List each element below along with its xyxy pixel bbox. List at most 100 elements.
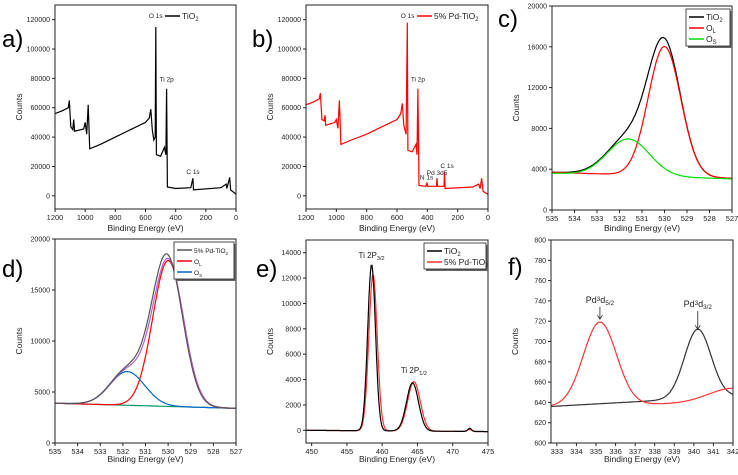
y-axis-label: Counts (14, 328, 24, 355)
y-tick-label: 15000 (31, 288, 51, 295)
x-tick-label: 400 (169, 213, 182, 222)
y-tick-label: 10000 (282, 301, 302, 308)
series-line-tio2 (55, 26, 236, 195)
peak-annotation: Ti 2p (160, 76, 175, 83)
peak-annotation: C 1s (186, 169, 200, 176)
x-axis-label: Binding Energy (eV) (604, 454, 680, 464)
x-tick-label: 200 (200, 213, 213, 222)
panel-a: a)1200 1000 800 600 400 200 002000040000600008… (2, 4, 238, 233)
peak-annotation: Pd3d3/2 (684, 299, 713, 311)
series-line-tio2 (306, 264, 488, 433)
text-segment: Pd (684, 299, 695, 309)
x-tick-label: 336 (609, 447, 622, 456)
y-tick-label: 0 (543, 208, 547, 215)
legend-label: OS (706, 34, 717, 46)
y-tick-label: 16000 (528, 44, 548, 51)
peak-annotation: C 1s (440, 163, 454, 170)
series-line-tio2 (552, 36, 732, 179)
panel-label: e) (256, 256, 277, 283)
legend-label: TiO2 (706, 12, 723, 24)
plot-frame (305, 239, 489, 444)
y-axis-label: Counts (510, 328, 520, 355)
y-tick-label: 4000 (531, 167, 547, 174)
text-segment: Ti 2p (160, 76, 175, 83)
text-segment: 2 (226, 251, 229, 256)
text-segment: O 1s (401, 13, 415, 20)
x-tick-label: 0 (486, 213, 490, 222)
x-tick-label: 338 (648, 447, 661, 456)
x-tick-label: 533 (591, 214, 604, 223)
y-tick-label: 4000 (285, 377, 301, 384)
x-tick-label: 530 (658, 214, 671, 223)
x-tick-label: 460 (376, 447, 389, 456)
y-tick-label: 6000 (285, 352, 301, 359)
x-tick-label: 341 (707, 447, 720, 456)
text-segment: S (713, 40, 717, 46)
x-axis-label: Binding Energy (eV) (107, 223, 183, 233)
y-tick-label: 12000 (528, 85, 548, 92)
y-tick-label: 40000 (282, 135, 302, 142)
y-tick-label: 120000 (27, 17, 50, 24)
x-axis-label: Binding Energy (eV) (359, 223, 435, 233)
y-tick-label: 740 (534, 298, 546, 305)
x-tick-label: 334 (570, 447, 583, 456)
legend-label: 5% Pd-TiO2 (194, 248, 229, 256)
y-tick-label: 0 (297, 428, 301, 435)
text-segment: C 1s (440, 163, 454, 170)
text-segment: Ti 2P (359, 251, 377, 260)
x-tick-label: 339 (668, 447, 681, 456)
x-tick-label: 333 (551, 447, 564, 456)
text-segment: L (713, 29, 717, 35)
x-tick-label: 532 (117, 447, 130, 456)
y-tick-label: 14000 (282, 250, 302, 257)
text-segment: 2 (475, 17, 478, 23)
panel-label: f) (508, 254, 523, 281)
peak-annotation: Ti 2P1/2 (401, 366, 427, 377)
x-tick-label: 532 (613, 214, 626, 223)
x-tick-label: 800 (109, 213, 122, 222)
y-tick-label: 40000 (31, 135, 51, 142)
text-segment: TiO (444, 246, 458, 256)
y-tick-label: 8000 (531, 126, 547, 133)
text-segment: 2 (195, 17, 198, 23)
x-tick-label: 475 (482, 447, 495, 456)
x-tick-label: 600 (139, 213, 152, 222)
text-segment: d (698, 299, 703, 309)
text-segment: 3/2 (377, 256, 385, 262)
x-axis-label: Binding Energy (eV) (604, 223, 680, 233)
text-segment: 5% Pd-TiO (444, 257, 486, 267)
y-tick-label: 100000 (278, 47, 301, 54)
y-tick-label: 20000 (282, 164, 302, 171)
text-segment: 5% Pd-TiO (434, 11, 476, 21)
text-segment: L (199, 262, 202, 267)
x-tick-label: 529 (184, 447, 197, 456)
x-tick-label: 200 (451, 213, 464, 222)
peak-annotation: O 1s (149, 13, 163, 20)
panel-b: b)1200 1000 800 600 400 200 002000040000600008… (252, 4, 490, 233)
y-tick-label: 20000 (31, 164, 51, 171)
y-tick-label: 800 (534, 238, 546, 245)
x-tick-label: 1200 (47, 213, 64, 222)
x-tick-label: 600 (391, 213, 404, 222)
x-tick-label: 450 (305, 447, 318, 456)
peak-annotation: O 1s (401, 13, 415, 20)
text-segment: TiO (182, 11, 196, 21)
panel-d: d) 535 534 533 532 531 530 529 528 527 0 5000 10000 1… (2, 237, 242, 465)
x-tick-label: 531 (636, 214, 649, 223)
x-tick-label: 527 (230, 447, 243, 456)
y-tick-label: 700 (534, 339, 546, 346)
legend-label: 5% Pd-TiO2 (434, 11, 479, 23)
text-segment: O (194, 259, 199, 266)
y-tick-label: 8000 (285, 326, 301, 333)
panel-f: f) 333 334 335 336 337 338 339 340 341 342 600 620 64… (508, 238, 738, 465)
y-tick-label: 680 (534, 359, 546, 366)
x-tick-label: 470 (446, 447, 459, 456)
y-tick-label: 0 (297, 193, 301, 200)
x-tick-label: 534 (568, 214, 581, 223)
text-segment: Ti 2p (411, 76, 426, 83)
x-tick-label: 1000 (77, 213, 94, 222)
x-tick-label: 535 (546, 214, 559, 223)
x-tick-label: 531 (139, 447, 152, 456)
x-tick-label: 529 (681, 214, 694, 223)
